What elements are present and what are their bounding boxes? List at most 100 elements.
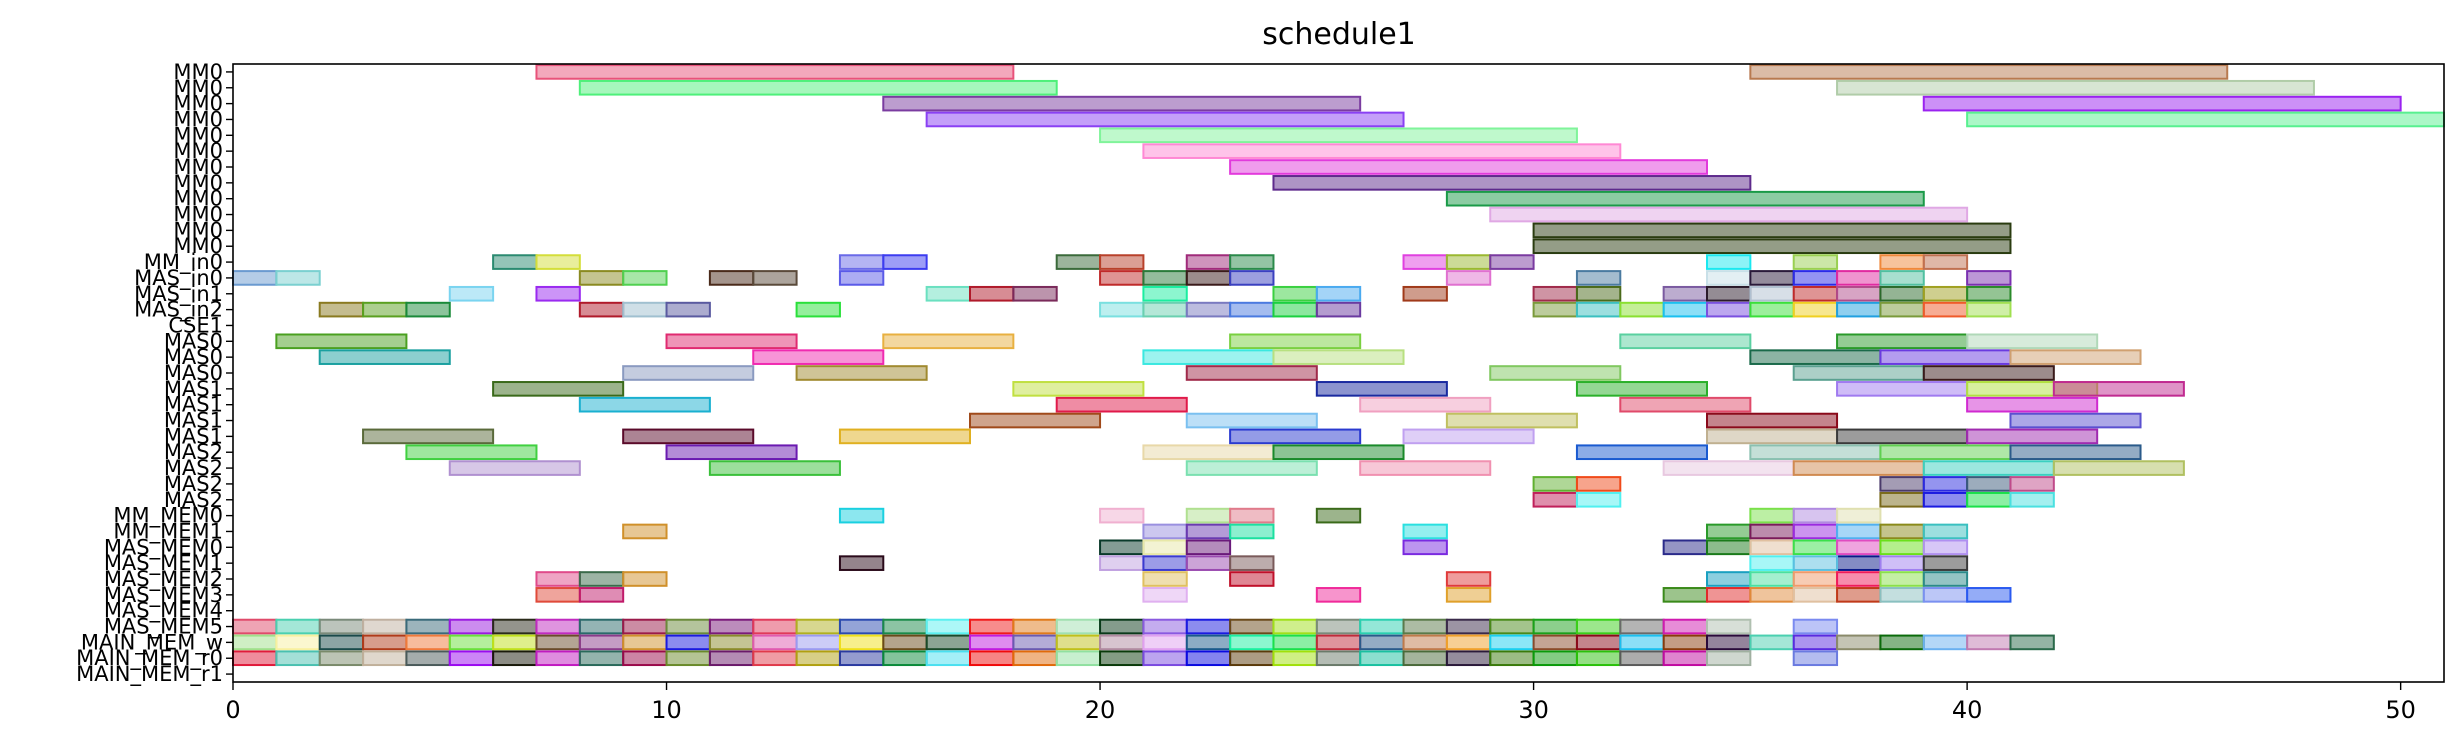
task-bar-47 (1836, 270, 1882, 286)
task-bar-255 (1272, 618, 1318, 635)
task-bar-232 (275, 618, 321, 635)
task-bar-333 (1272, 650, 1318, 667)
task-bar-267 (232, 634, 278, 651)
task-bar-132 (838, 428, 971, 445)
y-tick-label-17: MAS0 (164, 329, 223, 353)
task-bar-117 (1836, 381, 1969, 397)
task-bar-121 (1055, 396, 1188, 413)
task-bar-168 (1185, 507, 1232, 524)
task-bar-259 (1445, 618, 1492, 635)
x-tick-label-3: 30 (1518, 696, 1549, 724)
task-bar-150 (1662, 460, 1795, 476)
task-bar-44 (1706, 270, 1752, 286)
task-bar-315 (492, 650, 538, 667)
task-bar-48 (1879, 270, 1925, 286)
task-bar-208 (622, 571, 668, 587)
task-bar-223 (1662, 587, 1709, 603)
task-bar-145 (2009, 444, 2142, 461)
task-bar-139 (665, 444, 798, 461)
task-bar-334 (1315, 650, 1362, 667)
task-bar-25 (1445, 254, 1492, 270)
task-bar-157 (1922, 476, 1969, 492)
y-tick-label-15: MAS_in2 (134, 298, 223, 323)
task-bar-317 (578, 650, 625, 667)
task-bar-325 (925, 650, 971, 667)
task-bar-305 (1879, 634, 1925, 651)
task-bar-3 (1836, 79, 2315, 96)
y-tick-label-13: MAS_in0 (134, 266, 223, 291)
task-bar-155 (1575, 476, 1622, 492)
task-bar-279 (752, 634, 798, 651)
task-bar-282 (882, 634, 928, 651)
task-bar-70 (362, 301, 408, 318)
task-bar-332 (1229, 650, 1275, 667)
task-bar-298 (1575, 634, 1622, 651)
task-bar-228 (1879, 587, 1925, 603)
task-bar-177 (1229, 523, 1275, 540)
x-tick-label-1: 10 (651, 696, 682, 724)
task-bar-0 (535, 64, 1015, 80)
task-bar-43 (1575, 270, 1622, 286)
task-bar-308 (2009, 634, 2055, 651)
y-tick-label-21: MAS1 (164, 393, 223, 417)
y-tick-label-32: MAS_MEM2 (104, 567, 223, 592)
task-bar-169 (1229, 507, 1275, 524)
task-bar-225 (1749, 587, 1795, 603)
task-bar-156 (1879, 476, 1925, 492)
task-bar-21 (1099, 254, 1145, 270)
task-bar-218 (535, 587, 581, 603)
task-bar-316 (535, 650, 581, 667)
task-bar-22 (1185, 254, 1232, 270)
task-bar-23 (1229, 254, 1275, 270)
task-bar-138 (405, 444, 538, 461)
task-bar-249 (1012, 618, 1058, 635)
task-bar-202 (1749, 555, 1795, 571)
task-bar-209 (1142, 571, 1188, 587)
task-bar-199 (1185, 555, 1232, 571)
task-bar-127 (1445, 412, 1578, 429)
task-bar-29 (1879, 254, 1925, 270)
task-bar-32 (275, 270, 321, 286)
y-tick-label-14: MAS_in1 (134, 282, 223, 307)
task-bar-18 (838, 254, 885, 270)
task-bar-180 (1749, 523, 1795, 540)
task-bar-216 (1879, 571, 1925, 587)
task-bar-151 (1792, 460, 1925, 476)
task-bar-270 (362, 634, 408, 651)
task-bar-277 (665, 634, 711, 651)
task-bar-71 (405, 301, 451, 318)
y-tick-label-33: MAS_MEM3 (104, 583, 223, 608)
task-bar-9 (1142, 143, 1622, 159)
task-bar-78 (1185, 301, 1232, 318)
task-bars (232, 64, 2446, 667)
task-bar-343 (1706, 650, 1752, 667)
task-bar-336 (1402, 650, 1448, 667)
task-bar-62 (1706, 285, 1752, 302)
task-bar-197 (1099, 555, 1145, 571)
task-bar-137 (1966, 428, 2099, 445)
task-bar-219 (578, 587, 625, 603)
task-bar-278 (708, 634, 755, 651)
task-bar-167 (1099, 507, 1145, 524)
task-bar-211 (1445, 571, 1492, 587)
task-bar-233 (318, 618, 365, 635)
task-bar-257 (1359, 618, 1405, 635)
task-bar-27 (1706, 254, 1752, 270)
task-bar-7 (1966, 111, 2446, 128)
task-bar-269 (318, 634, 365, 651)
task-bar-84 (1619, 301, 1665, 318)
task-bar-288 (1142, 634, 1188, 651)
task-bar-319 (665, 650, 711, 667)
task-bar-91 (1922, 301, 1969, 318)
task-bar-237 (492, 618, 538, 635)
task-bar-312 (362, 650, 408, 667)
task-bar-171 (1749, 507, 1795, 524)
y-tick-label-28: MM_MEM0 (113, 504, 223, 529)
task-bar-129 (2009, 412, 2142, 429)
task-bar-153 (2052, 460, 2185, 476)
task-bar-213 (1749, 571, 1795, 587)
task-bar-15 (1532, 238, 2012, 255)
task-bar-229 (1922, 587, 1969, 603)
task-bar-50 (448, 285, 495, 302)
y-tick-label-27: MAS2 (164, 488, 223, 512)
